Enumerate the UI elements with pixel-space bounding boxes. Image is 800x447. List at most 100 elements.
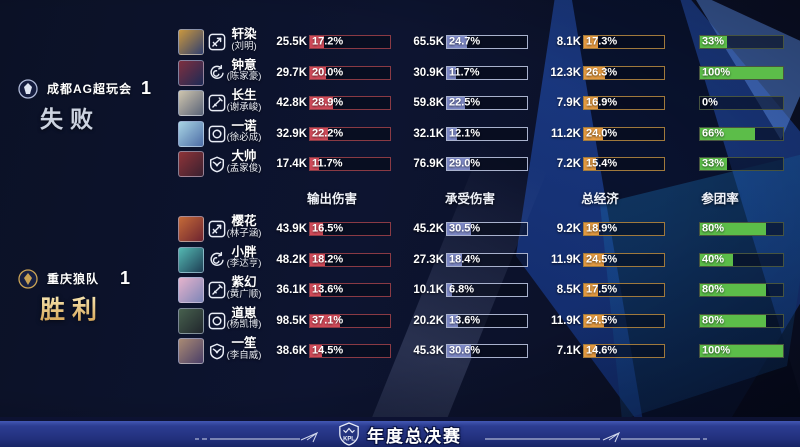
player-real-name: (刘明) bbox=[231, 40, 257, 52]
participation-bar: 40% bbox=[699, 252, 784, 267]
wolves-team-logo-icon bbox=[18, 268, 38, 289]
damage-taken-pct: 6.8% bbox=[449, 283, 475, 296]
participation-bar: 66% bbox=[699, 126, 784, 141]
player-name-block: 小胖 (李达亨) bbox=[212, 245, 276, 270]
player-real-name: (谢承峻) bbox=[226, 101, 262, 113]
economy-bar: 15.4% bbox=[583, 157, 665, 171]
player-game-name: 钟意 bbox=[231, 57, 257, 72]
output-damage-value: 42.8K bbox=[276, 97, 307, 109]
economy-bar: 26.3% bbox=[583, 65, 665, 80]
economy-pct: 24.0% bbox=[586, 127, 618, 139]
player-game-name: 紫幻 bbox=[231, 275, 257, 289]
output-damage-pct: 37.1% bbox=[312, 314, 344, 326]
output-damage-pct: 14.5% bbox=[312, 344, 344, 357]
plane-glyph-icon bbox=[300, 432, 318, 443]
player-row: 一诺 (徐必成) 32.9K 22.2% 32.1K 12.1% 11.2K 2… bbox=[0, 119, 800, 150]
participation-bar: 0% bbox=[699, 96, 784, 110]
output-damage-pct: 28.9% bbox=[312, 96, 344, 109]
damage-taken-pct: 24.7% bbox=[449, 35, 481, 48]
damage-taken-pct: 11.7% bbox=[449, 66, 480, 78]
player-real-name: (林子涵) bbox=[226, 227, 262, 239]
damage-taken-bar: 29.0% bbox=[446, 157, 528, 171]
player-row: 一笙 (李自威) 38.6K 14.5% 45.3K 30.6% 7.1K 14… bbox=[0, 336, 800, 367]
footer-left-line bbox=[195, 432, 325, 444]
economy-value: 8.5K bbox=[556, 284, 581, 296]
team2-name: 重庆狼队 bbox=[47, 272, 100, 286]
economy-pct: 14.6% bbox=[586, 344, 618, 357]
economy-bar: 14.6% bbox=[583, 344, 665, 358]
ag-team-logo-icon bbox=[18, 78, 38, 99]
damage-taken-pct: 30.6% bbox=[449, 344, 481, 357]
participation-pct: 80% bbox=[702, 283, 725, 296]
output-damage-pct: 11.7% bbox=[312, 157, 343, 170]
plane-glyph-icon bbox=[602, 432, 620, 443]
player-name-block: 钟意 (陈家豪) bbox=[212, 57, 276, 83]
participation-pct: 80% bbox=[702, 314, 725, 326]
participation-bar: 80% bbox=[699, 222, 784, 236]
team1-name: 成都AG超玩会 bbox=[47, 82, 133, 96]
clash-lane-icon bbox=[208, 281, 226, 299]
player-real-name: (黄广顺) bbox=[226, 288, 262, 300]
player-avatar bbox=[178, 246, 204, 273]
economy-value: 8.1K bbox=[556, 36, 581, 48]
player-game-name: 道崽 bbox=[231, 305, 257, 320]
team1-result: 失败 bbox=[40, 106, 100, 132]
jungle-icon bbox=[208, 64, 226, 82]
damage-taken-pct: 12.1% bbox=[449, 127, 481, 139]
player-game-name: 长生 bbox=[231, 88, 257, 102]
damage-taken-bar: 30.6% bbox=[446, 344, 528, 358]
participation-pct: 100% bbox=[702, 66, 731, 78]
player-row: 长生 (谢承峻) 42.8K 28.9% 59.8K 22.5% 7.9K 16… bbox=[0, 88, 800, 119]
output-damage-pct: 18.2% bbox=[312, 253, 344, 265]
output-damage-value: 25.5K bbox=[276, 36, 307, 48]
damage-taken-value: 10.1K bbox=[413, 284, 444, 296]
output-damage-bar: 11.7% bbox=[309, 157, 391, 171]
economy-bar: 18.9% bbox=[583, 222, 665, 236]
player-real-name: (杨凯博) bbox=[226, 319, 262, 331]
damage-taken-bar: 24.7% bbox=[446, 35, 528, 49]
player-row: 大帅 (孟家俊) 17.4K 11.7% 76.9K 29.0% 7.2K 15… bbox=[0, 149, 800, 180]
economy-value: 11.9K bbox=[550, 253, 581, 266]
player-avatar bbox=[178, 29, 204, 55]
economy-value: 9.2K bbox=[556, 223, 581, 235]
economy-bar: 24.5% bbox=[583, 252, 665, 267]
player-name-block: 一笙 (李自威) bbox=[212, 336, 276, 361]
participation-pct: 40% bbox=[702, 253, 725, 265]
economy-value: 7.2K bbox=[556, 158, 581, 170]
economy-pct: 18.9% bbox=[586, 222, 618, 235]
damage-taken-bar: 11.7% bbox=[446, 65, 528, 80]
output-damage-bar: 20.0% bbox=[309, 65, 391, 80]
player-game-name: 一诺 bbox=[231, 118, 257, 133]
economy-bar: 24.5% bbox=[583, 313, 665, 328]
player-game-name: 樱花 bbox=[231, 214, 257, 228]
player-name-block: 大帅 (孟家俊) bbox=[212, 149, 276, 174]
damage-taken-value: 27.3K bbox=[413, 253, 444, 266]
clash-lane-icon bbox=[208, 94, 226, 112]
roam-icon bbox=[208, 342, 226, 360]
damage-taken-pct: 22.5% bbox=[449, 96, 481, 109]
player-game-name: 一笙 bbox=[231, 336, 257, 350]
output-damage-pct: 22.2% bbox=[312, 127, 344, 139]
economy-value: 11.2K bbox=[550, 127, 581, 140]
output-damage-value: 32.9K bbox=[276, 127, 307, 140]
column-header-output-damage: 输出伤害 bbox=[306, 192, 357, 206]
economy-pct: 24.5% bbox=[586, 314, 618, 326]
damage-taken-bar: 18.4% bbox=[446, 252, 528, 267]
output-damage-bar: 18.2% bbox=[309, 252, 391, 267]
damage-taken-value: 32.1K bbox=[413, 127, 444, 140]
player-real-name: (李达亨) bbox=[226, 258, 262, 270]
output-damage-value: 36.1K bbox=[276, 284, 307, 296]
jungle-icon bbox=[208, 251, 226, 269]
player-game-name: 大帅 bbox=[231, 149, 257, 163]
kpl-logo-text: KPL bbox=[343, 436, 355, 442]
economy-value: 11.9K bbox=[550, 314, 581, 327]
farm-lane-icon bbox=[208, 33, 226, 51]
damage-taken-value: 45.2K bbox=[413, 223, 444, 235]
damage-taken-bar: 13.6% bbox=[446, 313, 528, 328]
damage-taken-bar: 22.5% bbox=[446, 96, 528, 110]
economy-pct: 17.3% bbox=[586, 35, 618, 48]
player-row: 小胖 (李达亨) 48.2K 18.2% 27.3K 18.4% 11.9K 2… bbox=[0, 245, 800, 276]
mid-lane-icon bbox=[208, 312, 226, 330]
economy-value: 12.3K bbox=[550, 66, 581, 79]
player-avatar bbox=[178, 120, 204, 147]
